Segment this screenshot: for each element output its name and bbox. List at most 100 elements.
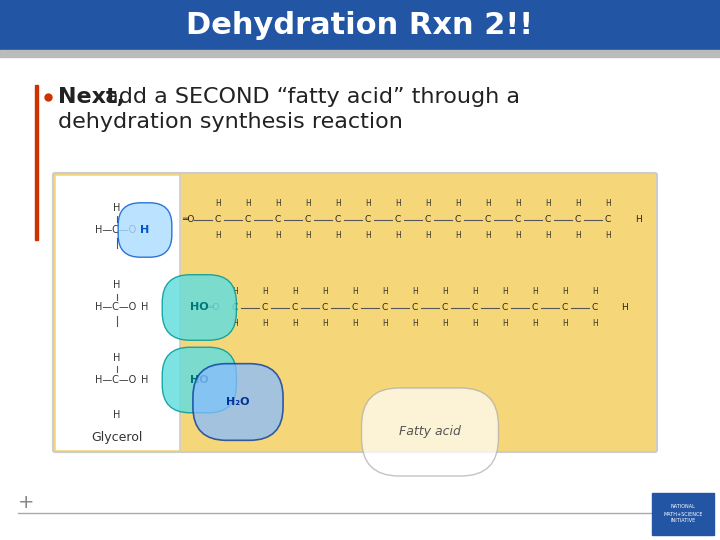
Text: H: H bbox=[292, 287, 298, 296]
Text: Glycerol: Glycerol bbox=[91, 431, 143, 444]
Text: H: H bbox=[395, 232, 401, 240]
Text: C: C bbox=[575, 215, 581, 225]
Text: H: H bbox=[382, 319, 388, 328]
Text: Dehydration Rxn 2!!: Dehydration Rxn 2!! bbox=[186, 10, 534, 39]
Text: C: C bbox=[365, 215, 371, 225]
Text: H: H bbox=[472, 287, 478, 296]
Text: H: H bbox=[605, 232, 611, 240]
Text: H—C—O: H—C—O bbox=[95, 375, 136, 385]
Text: H: H bbox=[352, 319, 358, 328]
Text: H: H bbox=[395, 199, 401, 208]
Text: Fatty acid: Fatty acid bbox=[399, 426, 461, 438]
Text: add a SECOND “fatty acid” through a: add a SECOND “fatty acid” through a bbox=[98, 87, 520, 107]
Text: C: C bbox=[442, 303, 448, 312]
Text: H: H bbox=[472, 319, 478, 328]
Text: H: H bbox=[335, 232, 341, 240]
Text: H: H bbox=[634, 215, 642, 225]
Text: C: C bbox=[352, 303, 358, 312]
Text: H: H bbox=[515, 199, 521, 208]
Text: NATIONAL
MATH+SCIENCE
INITIATIVE: NATIONAL MATH+SCIENCE INITIATIVE bbox=[663, 504, 703, 523]
Text: C: C bbox=[215, 215, 221, 225]
Text: H: H bbox=[592, 319, 598, 328]
Text: H: H bbox=[575, 232, 581, 240]
Text: H: H bbox=[275, 232, 281, 240]
Text: C: C bbox=[455, 215, 461, 225]
Text: H: H bbox=[232, 287, 238, 296]
Text: H: H bbox=[621, 303, 629, 312]
Text: H: H bbox=[532, 319, 538, 328]
Text: H: H bbox=[532, 287, 538, 296]
Text: H: H bbox=[275, 199, 281, 208]
Text: H: H bbox=[245, 199, 251, 208]
Bar bbox=[35, 85, 38, 240]
Text: C: C bbox=[605, 215, 611, 225]
Text: H—C—O: H—C—O bbox=[95, 302, 136, 313]
Text: HO: HO bbox=[190, 375, 209, 385]
Text: H: H bbox=[442, 287, 448, 296]
Text: C: C bbox=[335, 215, 341, 225]
Bar bbox=[0, 50, 720, 57]
Text: H: H bbox=[232, 319, 238, 328]
Text: H: H bbox=[562, 319, 568, 328]
Text: C: C bbox=[532, 303, 538, 312]
Text: ═O: ═O bbox=[182, 215, 194, 225]
Text: C: C bbox=[232, 303, 238, 312]
Text: H: H bbox=[322, 319, 328, 328]
Text: H: H bbox=[515, 232, 521, 240]
Text: H: H bbox=[575, 199, 581, 208]
Text: H: H bbox=[425, 199, 431, 208]
Text: C: C bbox=[275, 215, 281, 225]
Text: H: H bbox=[305, 199, 311, 208]
Text: C: C bbox=[292, 303, 298, 312]
Text: H: H bbox=[262, 287, 268, 296]
Text: H: H bbox=[352, 287, 358, 296]
Bar bbox=[0, 0, 720, 50]
Text: C: C bbox=[545, 215, 551, 225]
Text: H: H bbox=[141, 302, 149, 313]
Text: H: H bbox=[215, 232, 221, 240]
Text: H: H bbox=[113, 203, 121, 213]
Text: H—C—O: H—C—O bbox=[95, 225, 136, 235]
Text: H: H bbox=[215, 199, 221, 208]
Text: C: C bbox=[262, 303, 268, 312]
Text: H: H bbox=[485, 199, 491, 208]
Text: H: H bbox=[140, 225, 150, 235]
Text: +: + bbox=[18, 493, 35, 512]
Bar bbox=[56, 176, 179, 449]
Text: C: C bbox=[245, 215, 251, 225]
Text: H: H bbox=[562, 287, 568, 296]
Text: H: H bbox=[502, 287, 508, 296]
Bar bbox=[652, 493, 714, 535]
Text: C: C bbox=[412, 303, 418, 312]
Text: H: H bbox=[382, 287, 388, 296]
Text: ═O: ═O bbox=[207, 303, 219, 312]
Text: H: H bbox=[305, 232, 311, 240]
Text: H: H bbox=[545, 199, 551, 208]
Text: H: H bbox=[442, 319, 448, 328]
Text: H: H bbox=[113, 410, 121, 420]
Text: C: C bbox=[502, 303, 508, 312]
Text: H: H bbox=[545, 232, 551, 240]
Text: HO: HO bbox=[190, 302, 209, 313]
Text: C: C bbox=[425, 215, 431, 225]
Text: C: C bbox=[562, 303, 568, 312]
Text: H: H bbox=[245, 232, 251, 240]
Text: H: H bbox=[412, 287, 418, 296]
Text: H₂O: H₂O bbox=[226, 397, 250, 407]
Text: H: H bbox=[412, 319, 418, 328]
Text: C: C bbox=[382, 303, 388, 312]
Text: H: H bbox=[113, 353, 121, 363]
Text: H: H bbox=[365, 199, 371, 208]
Text: C: C bbox=[485, 215, 491, 225]
Text: dehydration synthesis reaction: dehydration synthesis reaction bbox=[58, 112, 403, 132]
Text: H: H bbox=[113, 280, 121, 291]
Text: H: H bbox=[605, 199, 611, 208]
Text: H: H bbox=[262, 319, 268, 328]
Text: C: C bbox=[305, 215, 311, 225]
Text: H: H bbox=[425, 232, 431, 240]
Text: C: C bbox=[592, 303, 598, 312]
Text: H: H bbox=[292, 319, 298, 328]
Text: Next,: Next, bbox=[58, 87, 125, 107]
Text: H: H bbox=[141, 375, 149, 385]
Text: H: H bbox=[455, 199, 461, 208]
